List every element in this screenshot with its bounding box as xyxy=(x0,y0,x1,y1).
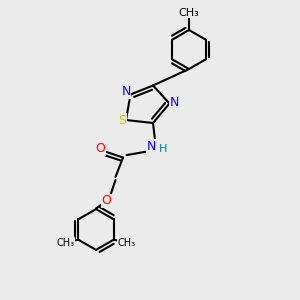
Text: N: N xyxy=(121,85,131,98)
Text: O: O xyxy=(102,194,111,208)
Text: CH₃: CH₃ xyxy=(178,8,200,18)
Text: H: H xyxy=(158,144,167,154)
Text: O: O xyxy=(96,142,105,155)
Text: S: S xyxy=(118,113,126,127)
Text: N: N xyxy=(147,140,156,153)
Text: CH₃: CH₃ xyxy=(117,238,135,248)
Text: N: N xyxy=(169,95,179,109)
Text: CH₃: CH₃ xyxy=(57,238,75,248)
